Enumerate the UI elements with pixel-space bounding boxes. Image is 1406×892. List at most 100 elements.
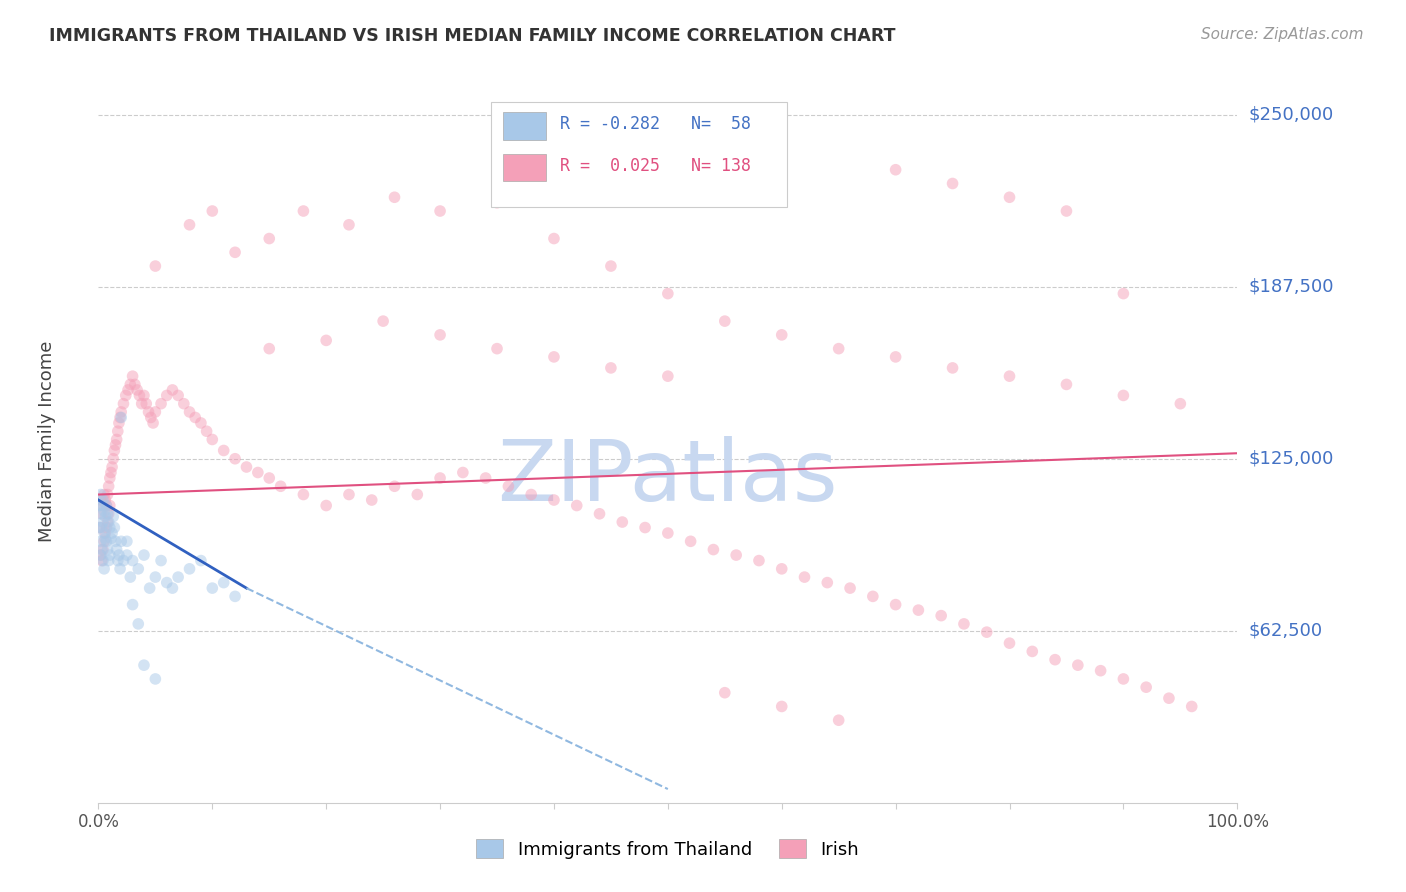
Point	[94, 526, 117, 541]
Point	[270, 479, 292, 493]
Bar	[503, 154, 546, 181]
Point	[145, 672, 167, 686]
Point	[224, 245, 246, 260]
Point	[93, 526, 115, 541]
Point	[98, 520, 121, 534]
Point	[97, 515, 120, 529]
Point	[612, 515, 634, 529]
Point	[315, 499, 337, 513]
Point	[725, 548, 748, 562]
Point	[259, 231, 281, 245]
Point	[131, 397, 153, 411]
Point	[96, 499, 118, 513]
Point	[96, 507, 118, 521]
Point	[1067, 658, 1090, 673]
Point	[121, 369, 143, 384]
Point	[235, 460, 257, 475]
Point	[145, 259, 167, 273]
Point	[173, 397, 195, 411]
Point	[90, 493, 112, 508]
FancyBboxPatch shape	[491, 102, 787, 207]
Point	[190, 416, 212, 430]
Point	[657, 526, 679, 541]
Point	[770, 562, 793, 576]
Point	[167, 388, 190, 402]
Point	[1170, 397, 1192, 411]
Point	[120, 377, 142, 392]
Point	[884, 162, 907, 177]
Point	[150, 553, 173, 567]
Point	[103, 509, 125, 524]
Point	[1054, 377, 1078, 392]
Text: Source: ZipAtlas.com: Source: ZipAtlas.com	[1201, 27, 1364, 42]
Point	[953, 616, 976, 631]
Text: ZIPatlas: ZIPatlas	[498, 436, 838, 519]
Text: Median Family Income: Median Family Income	[38, 341, 56, 542]
Point	[93, 562, 115, 576]
Point	[451, 466, 474, 480]
Point	[94, 509, 117, 524]
Point	[884, 350, 907, 364]
Point	[543, 231, 565, 245]
Text: $62,500: $62,500	[1249, 622, 1323, 640]
Legend: Immigrants from Thailand, Irish: Immigrants from Thailand, Irish	[470, 832, 866, 866]
Point	[91, 493, 114, 508]
Point	[100, 466, 122, 480]
Point	[156, 575, 179, 590]
Point	[93, 504, 115, 518]
Point	[91, 553, 114, 567]
Point	[89, 499, 111, 513]
Point	[565, 499, 588, 513]
Point	[132, 548, 155, 562]
Point	[224, 590, 246, 604]
Point	[107, 553, 129, 567]
Point	[543, 493, 565, 508]
Point	[1112, 672, 1135, 686]
Text: $125,000: $125,000	[1249, 450, 1334, 467]
Point	[384, 479, 406, 493]
Point	[1157, 691, 1180, 706]
Point	[93, 534, 115, 549]
Point	[929, 608, 952, 623]
Point	[1054, 204, 1078, 219]
Point	[679, 534, 702, 549]
Text: $250,000: $250,000	[1249, 105, 1334, 124]
Point	[543, 350, 565, 364]
Point	[90, 553, 112, 567]
Point	[429, 327, 451, 342]
Point	[1112, 286, 1135, 301]
Point	[91, 515, 114, 529]
Point	[246, 466, 269, 480]
Point	[486, 342, 509, 356]
Point	[600, 360, 623, 375]
Point	[179, 405, 201, 419]
Point	[942, 177, 965, 191]
Point	[90, 542, 112, 557]
Point	[884, 598, 907, 612]
Point	[748, 553, 770, 567]
Point	[97, 507, 120, 521]
Bar	[503, 112, 546, 139]
Point	[474, 471, 496, 485]
Point	[201, 204, 224, 219]
Point	[292, 204, 315, 219]
Point	[89, 520, 111, 534]
Point	[96, 487, 118, 501]
Point	[98, 471, 121, 485]
Point	[907, 603, 929, 617]
Point	[190, 553, 212, 567]
Point	[96, 515, 118, 529]
Point	[104, 534, 127, 549]
Point	[201, 581, 224, 595]
Point	[135, 397, 157, 411]
Point	[600, 259, 623, 273]
Text: N=  58: N= 58	[690, 115, 751, 133]
Point	[91, 542, 114, 557]
Point	[115, 534, 138, 549]
Point	[96, 542, 118, 557]
Point	[94, 493, 117, 508]
Point	[108, 416, 131, 430]
Point	[259, 342, 281, 356]
Point	[998, 190, 1021, 204]
Point	[184, 410, 207, 425]
